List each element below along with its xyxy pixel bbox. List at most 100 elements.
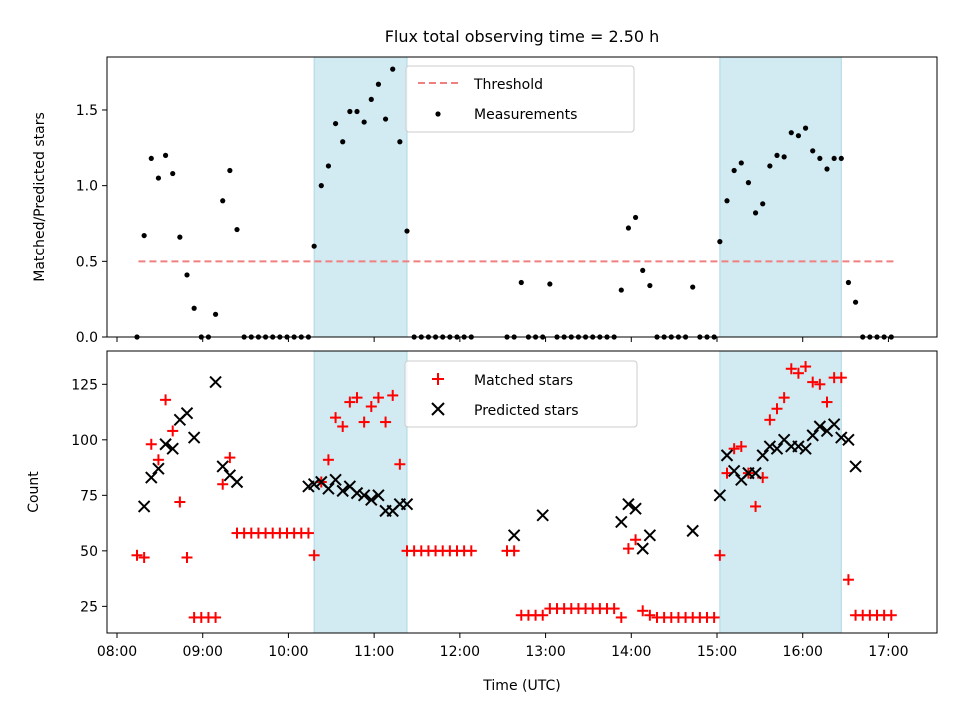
matched-point	[224, 452, 236, 464]
y-tick-label: 125	[71, 377, 98, 393]
predicted-point	[166, 442, 179, 455]
legend-matched-label: Matched stars	[474, 373, 573, 389]
matched-point	[138, 552, 150, 564]
measurement-point	[170, 170, 176, 177]
chart-title: Flux total observing time = 2.50 h	[385, 27, 660, 46]
predicted-point	[827, 418, 841, 431]
matched-point	[807, 376, 819, 388]
y-tick-label: 1.0	[76, 179, 98, 195]
matched-point	[778, 392, 790, 404]
predicted-point	[842, 433, 855, 447]
predicted-point	[713, 489, 727, 502]
matched-point	[644, 609, 656, 621]
measurement-point	[817, 155, 823, 162]
predicted-point	[629, 502, 642, 515]
bottom-x-ticks: 08:00 09:00 10:00 11:00 12:00 13:00 14:00 15:00…	[97, 633, 909, 660]
measurement-point	[802, 125, 809, 131]
panel-counts: 25 50 75 100 125 08:00 09:00 10:00 11:00 12:00 13…	[26, 350, 938, 694]
matched-point	[145, 438, 157, 450]
measurement-point	[831, 155, 837, 162]
matched-point	[785, 363, 797, 375]
predicted-point	[159, 438, 172, 451]
measurement-point	[397, 139, 403, 145]
matched-point	[322, 454, 334, 466]
matched-point	[885, 609, 897, 621]
measurement-point	[781, 154, 787, 160]
predicted-point	[400, 498, 414, 511]
measurement-point	[774, 152, 780, 158]
measurement-point	[852, 299, 859, 305]
predicted-point	[357, 489, 371, 502]
x-tick-label: 11:00	[354, 644, 394, 660]
matched-point	[387, 389, 399, 401]
legend-predicted-swatch	[431, 402, 445, 416]
measurement-point	[745, 180, 752, 186]
top-legend-box	[405, 65, 635, 133]
measurement-point	[212, 311, 219, 317]
measurement-point	[724, 198, 730, 204]
predicted-point	[720, 449, 734, 462]
bottom-legend-box	[404, 360, 638, 428]
measurement-point	[361, 119, 367, 125]
predicted-point	[763, 440, 777, 453]
measurement-point	[148, 155, 154, 162]
measurement-point	[220, 198, 226, 204]
predicted-point	[329, 473, 342, 486]
measurement-point	[184, 272, 190, 278]
matched-point	[708, 611, 720, 623]
matched-point	[330, 412, 342, 424]
matched-point	[771, 403, 783, 415]
measurement-point	[382, 116, 389, 122]
measurement-point	[838, 155, 844, 162]
predicted-point	[372, 489, 385, 502]
predicted-point	[336, 484, 349, 498]
matched-point	[615, 611, 627, 623]
predicted-point	[187, 431, 201, 444]
shaded-span-2	[719, 350, 842, 634]
measurement-point	[390, 66, 396, 72]
matched-point	[174, 496, 186, 508]
matched-point	[764, 414, 776, 426]
x-tick-label: 09:00	[183, 644, 223, 660]
matched-point	[821, 396, 833, 408]
measurement-point	[767, 163, 773, 169]
predicted-point	[365, 493, 378, 506]
bottom-axes-frame	[106, 350, 938, 634]
x-tick-label: 14:00	[611, 644, 651, 660]
measurement-point	[347, 108, 353, 115]
measurement-point	[640, 267, 646, 274]
top-y-ticks: 0.0 0.5 1.0 1.5	[76, 103, 107, 346]
measurement-point	[632, 214, 639, 221]
predicted-point	[137, 500, 151, 513]
matched-point	[181, 552, 193, 564]
measurement-point	[518, 279, 524, 286]
measurement-point	[325, 163, 332, 169]
measurement-point	[690, 284, 696, 290]
measurement-point	[717, 239, 723, 245]
predicted-point	[216, 460, 229, 473]
measurement-point	[311, 243, 317, 249]
bottom-y-axis-label: Count	[26, 471, 42, 513]
measurement-point	[227, 167, 233, 174]
predicted-point	[799, 442, 812, 455]
measurement-point	[810, 148, 816, 154]
matched-point	[637, 605, 649, 617]
matched-point	[302, 527, 314, 539]
measurement-point	[625, 225, 632, 231]
top-x-ticks	[116, 337, 889, 342]
predicted-point	[322, 482, 335, 495]
x-tick-label: 10:00	[268, 644, 308, 660]
matched-point	[800, 361, 812, 373]
matched-point	[394, 458, 406, 470]
matched-point	[131, 549, 143, 561]
matched-point	[622, 543, 634, 555]
measurement-point	[234, 226, 240, 233]
matched-point	[358, 416, 370, 428]
x-tick-label: 15:00	[697, 644, 737, 660]
legend-measurements-swatch	[435, 111, 441, 117]
measurement-point	[760, 201, 766, 207]
predicted-point	[230, 475, 244, 489]
matched-point	[792, 367, 804, 379]
legend-predicted-label: Predicted stars	[474, 403, 579, 419]
measurement-point	[731, 167, 737, 174]
